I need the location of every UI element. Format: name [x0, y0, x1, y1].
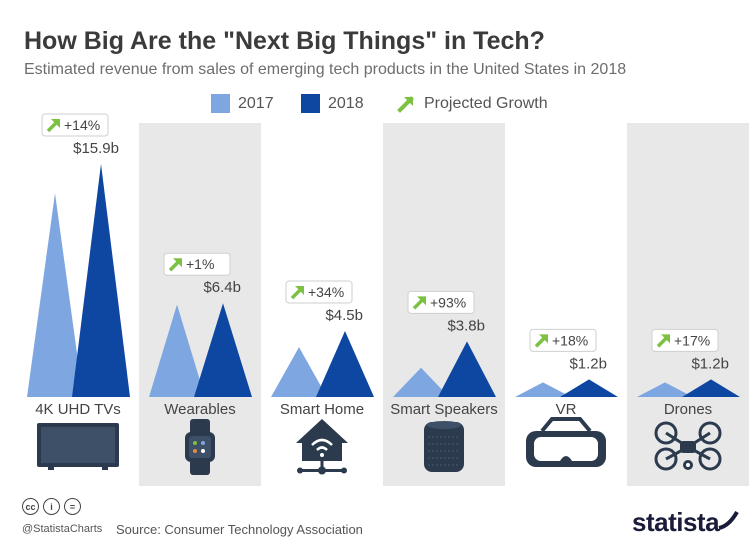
growth-label: +17%	[674, 332, 710, 348]
legend-label-2018: 2018	[328, 94, 364, 112]
network-node	[318, 466, 326, 475]
vr-strap	[540, 417, 592, 433]
network-stem	[320, 461, 324, 471]
growth-arrow-head-icon	[417, 296, 426, 306]
value-label-2018: $6.4b	[203, 279, 241, 296]
chart-title: How Big Are the "Next Big Things" in Tec…	[24, 27, 545, 55]
value-label-2018: $3.8b	[447, 317, 485, 334]
legend-swatch-2018	[301, 94, 320, 113]
drone-rotor	[654, 447, 678, 471]
tv-screen	[41, 427, 115, 463]
brand-mark-icon	[718, 510, 739, 530]
drone-icon	[654, 421, 722, 471]
growth-badge: +34%	[285, 280, 353, 304]
triangle-2018-5	[682, 379, 740, 397]
tv-leg	[102, 466, 108, 470]
triangle-2017-3	[393, 367, 449, 397]
growth-label: +93%	[430, 294, 466, 310]
growth-arrow-icon	[397, 96, 414, 113]
watch-app	[193, 449, 197, 453]
wifi-arc	[311, 438, 333, 446]
attribution-icon: i	[43, 498, 60, 515]
growth-badge: +18%	[529, 328, 597, 352]
triangle-2018-4	[560, 379, 618, 397]
cc-icon: cc	[22, 498, 39, 515]
triangle-2017-1	[149, 304, 205, 397]
growth-arrow-head-icon	[661, 334, 670, 344]
category-label: Wearables	[164, 401, 235, 418]
growth-label: +18%	[552, 332, 588, 348]
growth-badge: +93%	[407, 290, 475, 314]
drone-arm	[665, 445, 689, 461]
triangle-2018-3	[438, 341, 496, 397]
triangle-2018-2	[316, 331, 374, 397]
chart-subtitle: Estimated revenue from sales of emerging…	[24, 61, 627, 78]
growth-arrow-icon	[290, 287, 303, 300]
triangle-2017-2	[271, 347, 327, 397]
growth-label: +1%	[186, 256, 214, 272]
social-handle: @StatistaCharts	[22, 523, 103, 535]
drone-rotor	[698, 421, 722, 445]
wifi-dot	[320, 453, 324, 457]
growth-badge: +14%	[41, 113, 109, 137]
legend-item-growth: Projected Growth	[397, 94, 548, 113]
license-badges: cc i =	[22, 498, 85, 515]
wifi-arc	[316, 446, 328, 451]
tv-icon	[37, 423, 119, 470]
source-note: Source: Consumer Technology Association	[116, 522, 363, 537]
drone-arm	[687, 431, 711, 449]
legend-item-2018: 2018	[301, 94, 364, 113]
category-label: Drones	[664, 401, 712, 418]
category-label: VR	[556, 401, 577, 418]
legend-swatch-2017	[211, 94, 230, 113]
drone-rotor	[654, 421, 678, 445]
drone-rotor	[698, 447, 722, 471]
growth-arrow-head-icon	[539, 334, 548, 344]
value-label-2018: $1.2b	[691, 355, 729, 372]
growth-badge: +17%	[651, 328, 719, 352]
watch-screen	[189, 436, 211, 458]
triangle-2017-4	[515, 382, 571, 397]
category-label: Smart Home	[280, 401, 364, 418]
value-label-2018: $15.9b	[73, 140, 119, 157]
category-label: 4K UHD TVs	[35, 401, 121, 418]
smart-home-icon	[296, 419, 348, 475]
speaker-top	[427, 421, 461, 429]
triangle-2017-0	[27, 193, 83, 397]
legend-label-2017: 2017	[238, 94, 274, 112]
triangle-2017-5	[637, 382, 693, 397]
drone-arm	[665, 431, 689, 449]
growth-label: +14%	[64, 117, 100, 133]
tv-leg	[48, 466, 54, 470]
chart-area: $15.9b +14% 4K UHD TVs $6.4b +1% Wearables $4.…	[27, 113, 749, 486]
network-node	[297, 467, 303, 474]
value-label-2018: $4.5b	[325, 307, 363, 324]
no-derivatives-icon: =	[64, 498, 81, 515]
smartwatch-icon	[185, 419, 215, 475]
legend-item-2017: 2017	[211, 94, 274, 113]
legend-label-growth: Projected Growth	[424, 94, 548, 112]
value-label-2018: $1.2b	[569, 355, 607, 372]
watch-app	[201, 449, 205, 453]
category-label: Smart Speakers	[390, 401, 498, 418]
network-node	[341, 467, 347, 474]
vr-visor	[534, 437, 598, 461]
vr-headset-icon	[526, 417, 606, 467]
triangle-2018-1	[194, 303, 252, 397]
smart-speaker-icon	[424, 421, 464, 472]
drone-lens	[686, 463, 690, 467]
vr-nose	[560, 456, 572, 461]
growth-arrow-icon	[168, 259, 181, 272]
growth-arrow-head-icon	[51, 119, 60, 128]
drone-arm	[687, 445, 711, 461]
watch-app	[193, 441, 197, 445]
legend: 2017 2018 Projected Growth	[0, 94, 755, 116]
growth-badge: +1%	[163, 252, 231, 276]
column-band-5	[627, 123, 749, 486]
watch-app	[201, 441, 205, 445]
growth-label: +34%	[308, 284, 344, 300]
speaker-body	[424, 422, 464, 472]
triangle-2018-0	[72, 164, 130, 397]
brand-logo: statista	[632, 507, 720, 537]
